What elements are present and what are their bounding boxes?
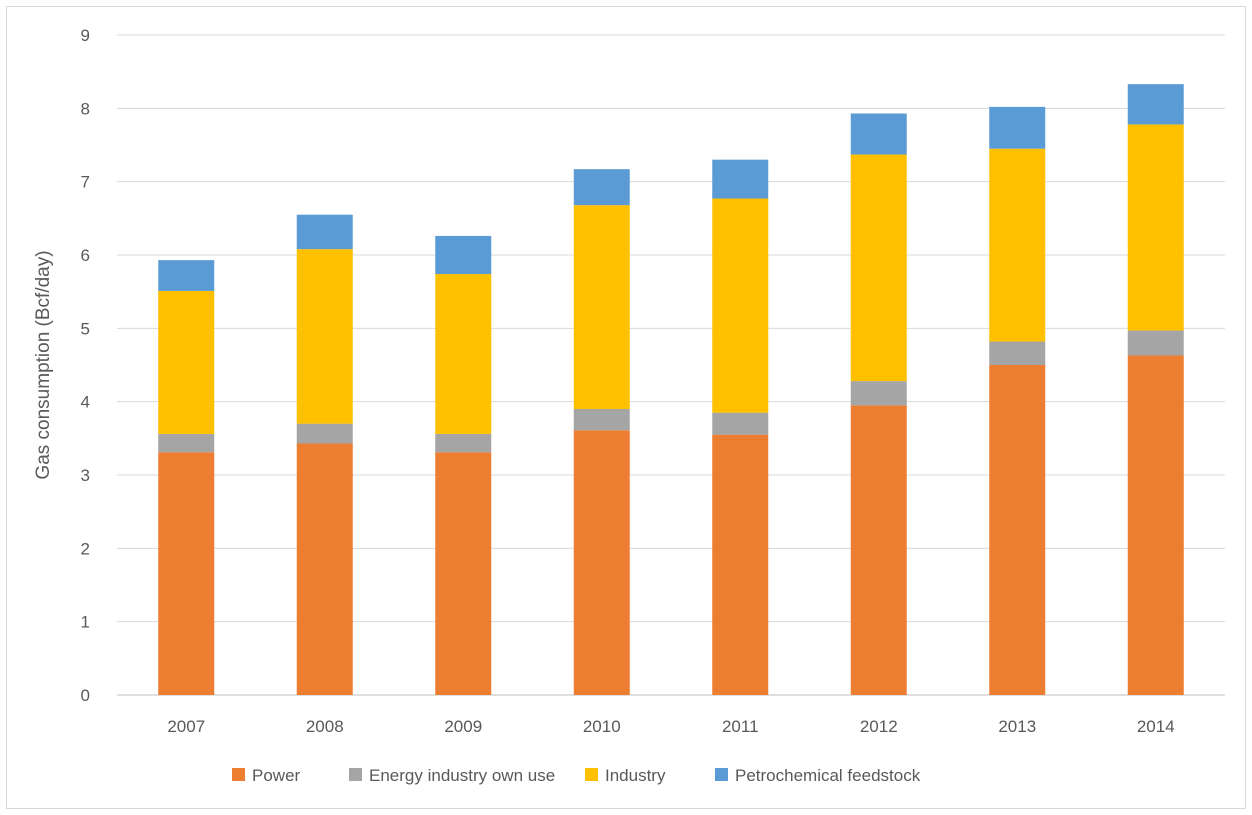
legend-swatch (715, 768, 728, 781)
y-tick-label: 1 (81, 613, 90, 632)
bar-segment (712, 159, 769, 199)
bar-segment (296, 249, 353, 424)
bar-segment (1127, 355, 1184, 695)
x-tick-label: 2012 (860, 717, 898, 736)
bar-segment (850, 154, 907, 382)
bar-segment (435, 274, 492, 434)
y-axis-title: Gas consumption (Bcf/day) (33, 250, 54, 479)
gridlines (117, 34, 1225, 696)
legend-swatch (585, 768, 598, 781)
x-tick-label: 2008 (306, 717, 344, 736)
bar-segment (850, 381, 907, 406)
legend-swatch (349, 768, 362, 781)
bar-segment (989, 106, 1046, 149)
bar-segment (712, 198, 769, 413)
bar-segment (989, 341, 1046, 365)
bar-segment (158, 260, 215, 291)
bar-segment (850, 113, 907, 155)
bar-segment (435, 235, 492, 275)
y-tick-label: 6 (81, 246, 90, 265)
bar-segment (435, 433, 492, 453)
y-tick-label: 2 (81, 539, 90, 558)
bar-segment (296, 443, 353, 695)
x-tick-label: 2014 (1137, 717, 1175, 736)
legend-label: Industry (605, 766, 666, 785)
y-tick-label: 7 (81, 173, 90, 192)
bar-segment (573, 409, 630, 431)
bar-segment (1127, 330, 1184, 356)
bar-segment (712, 412, 769, 435)
legend: Power Energy industry own use Industry Petr… (232, 766, 921, 785)
y-tick-label: 9 (81, 26, 90, 45)
y-tick-labels: 0 1 2 3 4 5 6 7 8 9 (81, 26, 90, 705)
x-tick-label: 2007 (167, 717, 205, 736)
bar-segment (1127, 84, 1184, 125)
legend-label: Power (252, 766, 301, 785)
x-tick-label: 2009 (444, 717, 482, 736)
legend-swatch (232, 768, 245, 781)
x-tick-labels: 2007 2008 2009 2010 2011 2012 2013 2014 (167, 717, 1174, 736)
bar-segment (989, 365, 1046, 695)
y-tick-label: 4 (81, 393, 90, 412)
bar-segment (158, 433, 215, 453)
legend-label: Energy industry own use (369, 766, 555, 785)
bars (158, 84, 1184, 695)
x-tick-label: 2011 (722, 717, 759, 736)
bar-segment (296, 423, 353, 444)
y-tick-label: 8 (81, 99, 90, 118)
bar-segment (573, 205, 630, 409)
bar-segment (158, 290, 215, 434)
bar-segment (989, 148, 1046, 342)
y-tick-label: 3 (81, 466, 90, 485)
bar-segment (850, 405, 907, 695)
legend-label: Petrochemical feedstock (735, 766, 921, 785)
y-tick-label: 0 (81, 686, 90, 705)
bar-segment (158, 452, 215, 695)
x-tick-label: 2010 (583, 717, 621, 736)
bar-segment (435, 452, 492, 695)
x-tick-label: 2013 (998, 717, 1036, 736)
bar-segment (573, 169, 630, 206)
bar-segment (1127, 124, 1184, 331)
y-tick-label: 5 (81, 319, 90, 338)
bar-segment (573, 430, 630, 695)
bar-segment (712, 434, 769, 695)
bar-segment (296, 214, 353, 250)
